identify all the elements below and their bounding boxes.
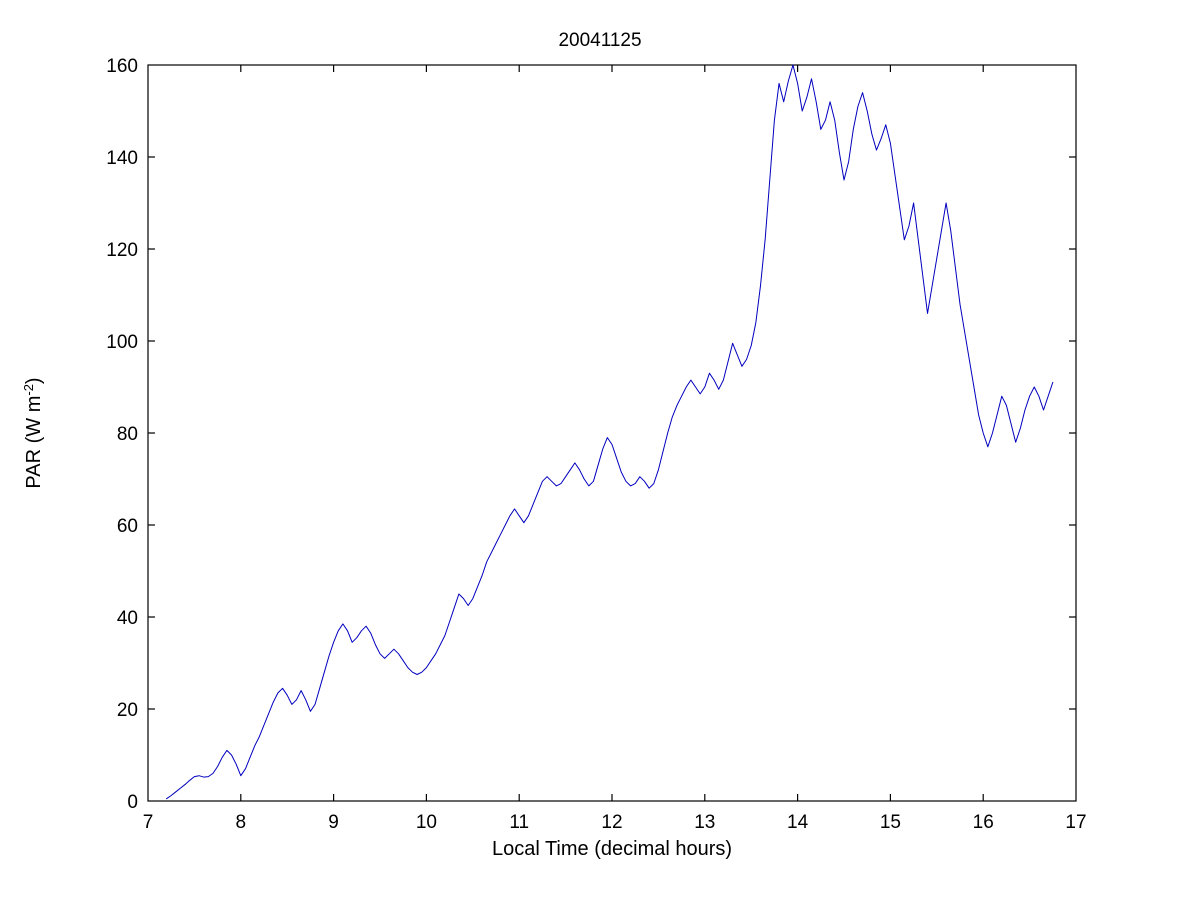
data-series-layer xyxy=(166,64,1054,800)
x-tick-label: 15 xyxy=(880,812,901,833)
x-tick-label: 12 xyxy=(601,812,622,833)
x-tick-label: 17 xyxy=(1065,812,1086,833)
chart-title: 20041125 xyxy=(558,30,642,51)
y-axis-title-tail: ) xyxy=(23,377,45,384)
y-tick-label: 40 xyxy=(117,608,138,629)
y-axis-title-base: PAR (W m xyxy=(23,396,45,489)
y-tick-label: 140 xyxy=(106,148,138,169)
y-tick-label: 60 xyxy=(117,516,138,537)
y-axis-title-superscript: -2 xyxy=(21,384,36,396)
y-tick-label: 120 xyxy=(106,240,138,261)
x-tick-label: 13 xyxy=(694,812,715,833)
x-tick-label: 7 xyxy=(143,812,154,833)
x-axis-ticks: 7 8 9 10 11 12 13 14 15 16 17 xyxy=(143,65,1087,833)
y-tick-label: 160 xyxy=(106,56,138,77)
y-tick-label: 20 xyxy=(117,700,138,721)
y-tick-label: 0 xyxy=(127,792,138,813)
plot-frame xyxy=(147,64,1077,802)
x-tick-label: 10 xyxy=(416,812,437,833)
x-tick-label: 8 xyxy=(236,812,247,833)
y-axis-ticks: 0 20 40 60 80 100 120 140 160 xyxy=(106,56,1076,813)
x-tick-label: 14 xyxy=(787,812,809,833)
x-tick-label: 16 xyxy=(973,812,994,833)
y-tick-label: 80 xyxy=(117,424,138,445)
y-tick-label: 100 xyxy=(106,332,138,353)
x-tick-label: 11 xyxy=(509,812,529,833)
x-tick-label: 9 xyxy=(328,812,339,833)
data-line-PAR xyxy=(166,64,1054,800)
y-axis-title: PAR (W m-2) xyxy=(21,377,45,488)
x-axis-title: Local Time (decimal hours) xyxy=(492,838,732,860)
